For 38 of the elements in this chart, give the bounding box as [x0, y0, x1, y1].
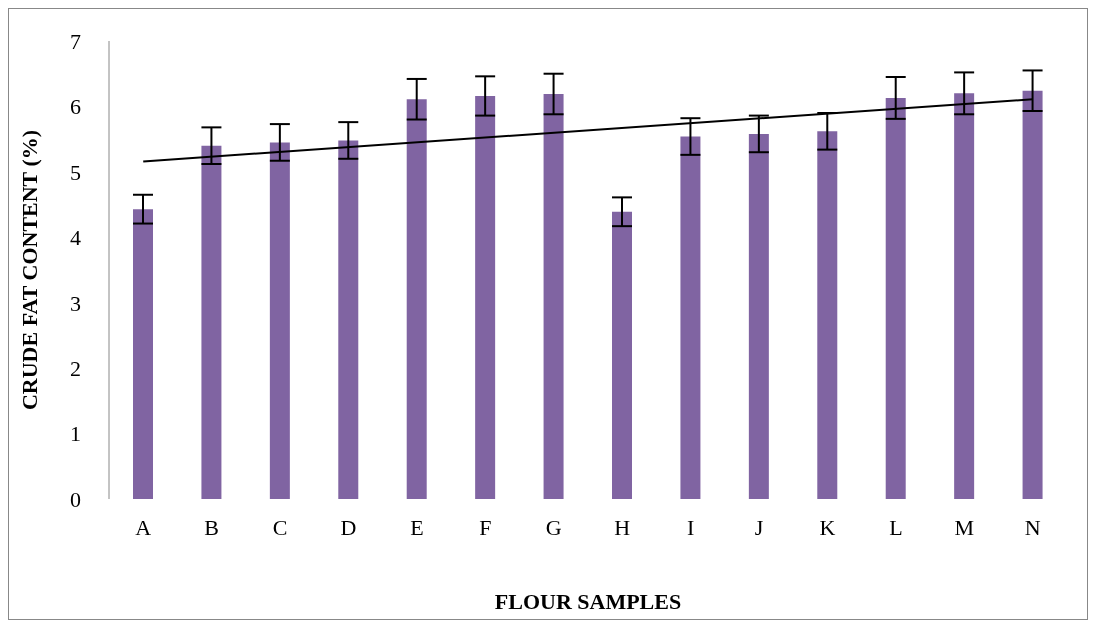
bar: [612, 211, 632, 499]
bar: [269, 142, 290, 499]
bar: [748, 133, 769, 499]
y-tick-label: 0: [70, 486, 81, 512]
x-tick-label: N: [1024, 514, 1041, 540]
y-tick-label: 2: [70, 355, 81, 381]
x-axis-title: FLOUR SAMPLES: [494, 589, 682, 614]
x-tick-label: F: [479, 514, 492, 540]
bar: [954, 93, 975, 499]
bar: [133, 209, 153, 499]
x-tick-label: A: [135, 514, 152, 540]
y-tick-label: 6: [70, 94, 81, 120]
bar: [475, 95, 496, 499]
y-axis-title: CRUDE FAT CONTENT (%): [16, 129, 42, 411]
bar: [338, 140, 359, 499]
bar: [1022, 90, 1043, 499]
y-tick-label: 5: [70, 159, 81, 185]
bar: [817, 131, 838, 499]
bar: [201, 145, 222, 499]
x-tick-label: B: [204, 514, 219, 540]
x-tick-label: J: [754, 514, 764, 540]
bar: [406, 99, 427, 499]
y-tick-label: 7: [70, 28, 81, 54]
y-tick-label: 1: [70, 421, 81, 447]
x-tick-label: E: [410, 514, 424, 540]
x-tick-label: H: [614, 514, 631, 540]
bar: [885, 97, 906, 499]
x-tick-label: G: [545, 514, 562, 540]
x-tick-label: L: [889, 514, 903, 540]
x-tick-label: D: [340, 514, 357, 540]
x-tick-label: C: [272, 514, 288, 540]
bar: [543, 94, 564, 499]
x-tick-label: K: [819, 514, 836, 540]
x-tick-label: M: [954, 514, 975, 540]
bar: [680, 136, 701, 499]
y-tick-label: 3: [70, 290, 81, 316]
y-tick-label: 4: [70, 225, 81, 251]
x-tick-label: I: [686, 514, 695, 540]
